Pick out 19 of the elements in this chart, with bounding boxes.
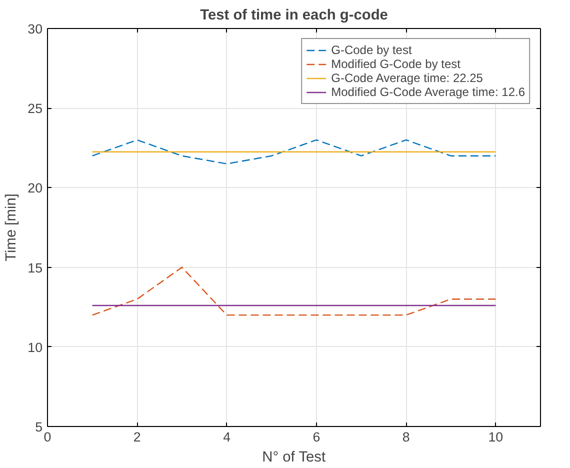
x-tick-label: 6 — [312, 430, 320, 444]
legend-label: G-Code Average time: 22.25 — [331, 71, 483, 85]
y-tick-label: 30 — [28, 22, 43, 36]
y-tick-label: 25 — [28, 101, 43, 116]
x-tick-label: 4 — [223, 430, 232, 444]
x-tick-label: 10 — [488, 430, 504, 444]
y-tick-label: 20 — [28, 180, 43, 196]
y-tick-label: 5 — [35, 420, 43, 434]
y-tick-label: 15 — [28, 260, 43, 276]
legend-label: G-Code by test — [331, 43, 412, 57]
chart-title: Test of time in each g-code — [200, 8, 388, 24]
x-tick-label: 2 — [133, 430, 141, 444]
y-axis-title: Time [min] — [4, 194, 20, 262]
legend-label: Modified G-Code Average time: 12.6 — [331, 85, 525, 99]
x-tick-label: 8 — [402, 430, 410, 444]
x-tick-label: 0 — [44, 430, 52, 444]
legend-label: Modified G-Code by test — [331, 57, 461, 71]
x-axis-title: N° of Test — [262, 450, 326, 466]
y-tick-label: 10 — [28, 340, 43, 355]
